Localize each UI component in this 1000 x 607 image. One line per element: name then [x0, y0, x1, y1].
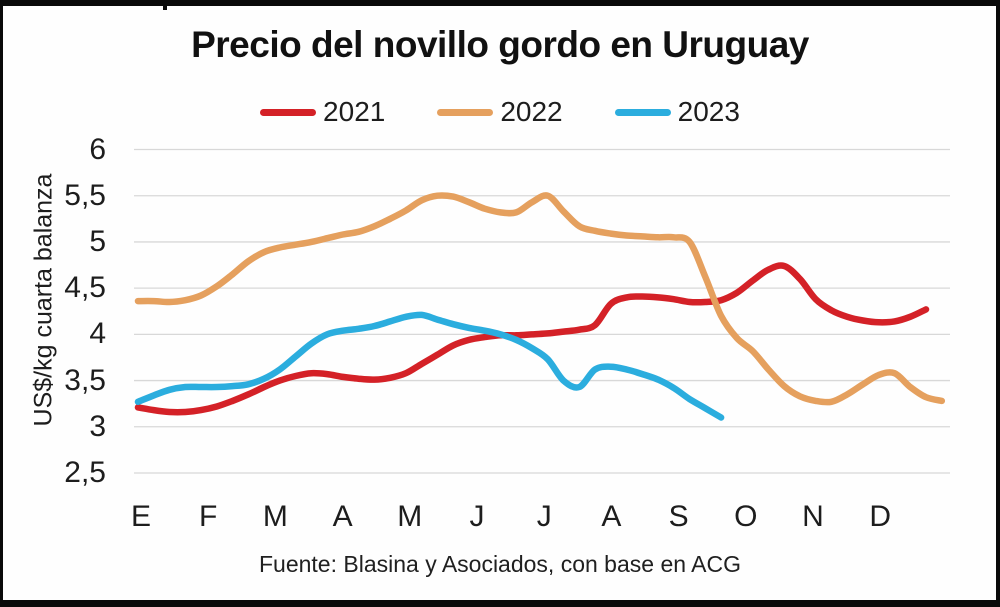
x-tick-label-6: J [536, 500, 552, 533]
source-caption: Fuente: Blasina y Asociados, con base en… [258, 551, 741, 577]
x-tick-label-11: D [869, 500, 892, 533]
x-tick-label-5: J [469, 500, 485, 533]
series-line-2022 [134, 192, 946, 406]
x-tick-label-4: M [397, 500, 423, 533]
y-tick-label-3,5: 3,5 [64, 363, 106, 397]
x-tick-label-2: M [262, 500, 288, 533]
x-tick-label-10: N [802, 500, 824, 533]
legend-item-2021: 2021 [260, 96, 385, 128]
legend-item-2022: 2022 [437, 96, 563, 128]
y-tick-label-5,5: 5,5 [64, 178, 106, 212]
y-tick-label-2,5: 2,5 [64, 456, 106, 489]
legend: 2021 2022 2023 [0, 96, 1000, 128]
legend-swatch-2022 [437, 108, 494, 116]
legend-label-2023: 2023 [677, 96, 740, 127]
x-tick-label-1: F [199, 500, 218, 533]
x-tick-label-7: A [601, 500, 622, 533]
series-line-2023 [134, 311, 725, 421]
series-line-2021 [134, 262, 930, 416]
legend-item-2023: 2023 [614, 96, 740, 128]
y-tick-label-3: 3 [89, 409, 106, 443]
x-tick-label-0: E [130, 500, 151, 533]
y-tick-label-5: 5 [89, 224, 106, 258]
y-tick-label-6: 6 [89, 132, 106, 166]
legend-swatch-2021 [260, 108, 317, 116]
x-tick-label-9: O [734, 500, 758, 533]
chart-title: Precio del novillo gordo en Uruguay [191, 24, 809, 65]
legend-label-2021: 2021 [323, 96, 386, 127]
y-tick-label-4: 4 [89, 317, 106, 351]
legend-swatch-2023 [614, 108, 671, 116]
y-tick-label-4,5: 4,5 [64, 271, 106, 305]
legend-label-2022: 2022 [500, 96, 563, 127]
x-tick-label-3: A [332, 500, 353, 533]
top-border-artifact [163, 0, 167, 10]
x-tick-label-8: S [668, 500, 689, 533]
